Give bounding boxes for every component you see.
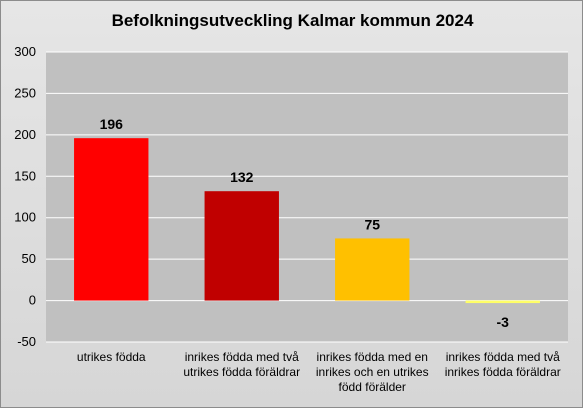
x-tick-label: inrikes födda med två inrikes födda förä… [444,350,561,379]
chart-title: Befolkningsutveckling Kalmar kommun 2024 [111,11,474,30]
data-label: -3 [497,314,510,330]
data-label: 196 [100,116,124,132]
data-label: 75 [364,216,380,232]
y-tick-label: 300 [14,44,36,59]
y-tick-label: 100 [14,210,36,225]
x-tick-label: inrikes födda med två utrikes födda förä… [183,350,301,379]
x-tick-label: utrikes födda [76,350,146,364]
bar [204,191,279,301]
y-tick-label: 200 [14,127,36,142]
data-label: 132 [230,169,254,185]
bar [335,238,410,301]
y-tick-label: 0 [29,293,36,308]
bar [465,300,540,304]
x-tick-label: inrikes födda med en inrikes och en utri… [315,350,429,394]
y-tick-label: 250 [14,85,36,100]
y-tick-label: -50 [17,334,36,349]
y-tick-label: 50 [22,251,36,266]
y-tick-label: 150 [14,168,36,183]
bar [74,138,149,301]
